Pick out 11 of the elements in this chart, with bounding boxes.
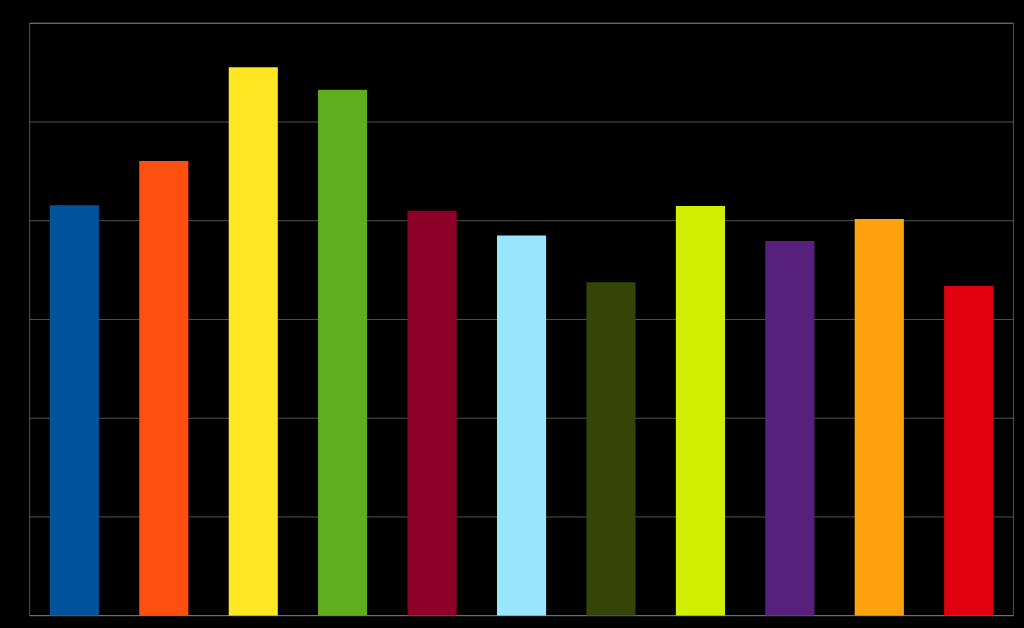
bar bbox=[407, 210, 457, 616]
bar bbox=[675, 205, 725, 616]
bar bbox=[139, 160, 189, 616]
bar bbox=[854, 218, 904, 616]
bar bbox=[49, 205, 99, 616]
bar bbox=[944, 285, 994, 616]
bar bbox=[586, 281, 636, 616]
bar bbox=[765, 240, 815, 616]
bar bbox=[496, 235, 547, 616]
bar bbox=[228, 66, 278, 616]
bar bbox=[318, 89, 368, 616]
